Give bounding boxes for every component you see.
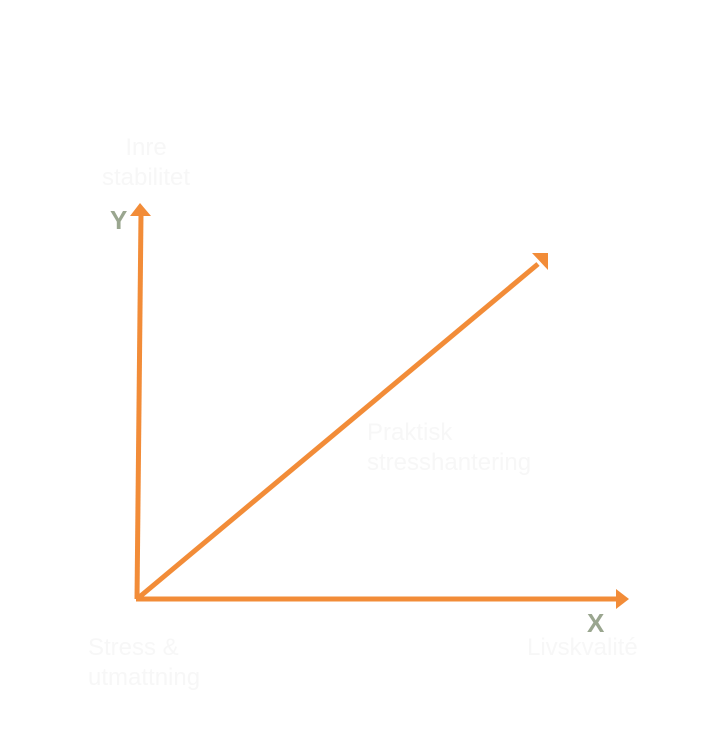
diagonal-label-line2: stresshantering: [367, 449, 532, 476]
y-axis-line: [134, 213, 144, 600]
diagonal-arrowhead: [532, 253, 548, 270]
x-axis-label: Livskvalité: [527, 634, 638, 661]
y-axis-arrowhead: [130, 203, 151, 216]
x-axis-arrowhead: [616, 589, 629, 609]
y-axis-letter: Y: [110, 205, 128, 235]
y-axis-label-line1: Inre: [125, 134, 167, 161]
origin-label-line1: Stress &: [88, 634, 179, 661]
diagonal-line: [135, 262, 540, 601]
y-axis-label: Inre stabilitet: [96, 133, 196, 193]
diagonal-label-line1: Praktisk: [367, 419, 453, 446]
origin-label-line2: utmattning: [88, 664, 201, 691]
origin-label: Stress & utmattning: [88, 633, 200, 693]
diagonal-label: Praktisk stresshantering: [367, 418, 531, 478]
x-axis-letter: X: [587, 608, 605, 638]
y-axis-label-line2: stabilitet: [101, 164, 191, 191]
